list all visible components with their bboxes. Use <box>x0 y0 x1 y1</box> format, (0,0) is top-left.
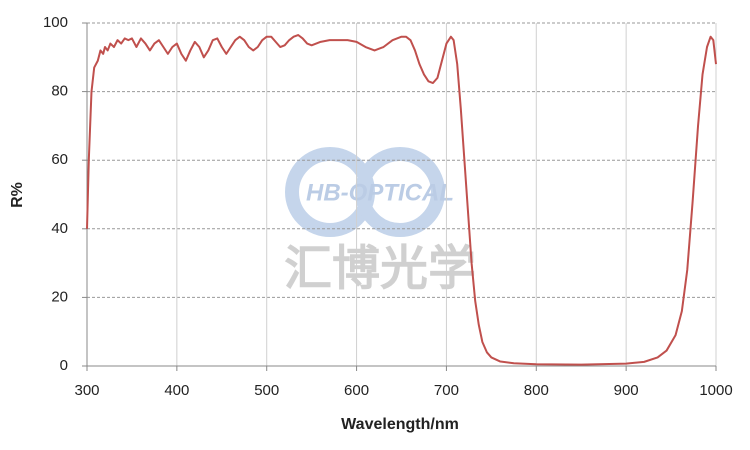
x-axis-label: Wavelength/nm <box>341 416 459 433</box>
x-tick-label: 600 <box>344 382 369 399</box>
y-tick-label: 60 <box>51 151 68 168</box>
x-tick-label: 1000 <box>699 382 732 399</box>
y-tick-label: 0 <box>60 357 68 374</box>
y-tick-label: 100 <box>43 14 68 31</box>
data-line <box>86 34 717 366</box>
y-tick-label: 80 <box>51 83 68 100</box>
x-tick-label: 900 <box>614 382 639 399</box>
x-tick-label: 700 <box>434 382 459 399</box>
logo-ring <box>285 147 375 237</box>
logo-text: HB-OPTICAL <box>306 179 454 206</box>
x-tick-label: 800 <box>524 382 549 399</box>
y-tick-label: 20 <box>51 288 68 305</box>
logo-ring <box>355 147 445 237</box>
y-axis-label: R% <box>9 182 26 208</box>
x-tick-label: 400 <box>164 382 189 399</box>
watermark: HB-OPTICAL 汇博光学 <box>284 147 476 296</box>
x-tick-label: 500 <box>254 382 279 399</box>
logo-name: 汇博光学 <box>284 243 476 296</box>
x-tick-label: 300 <box>74 382 99 399</box>
y-tick-label: 40 <box>51 220 68 237</box>
